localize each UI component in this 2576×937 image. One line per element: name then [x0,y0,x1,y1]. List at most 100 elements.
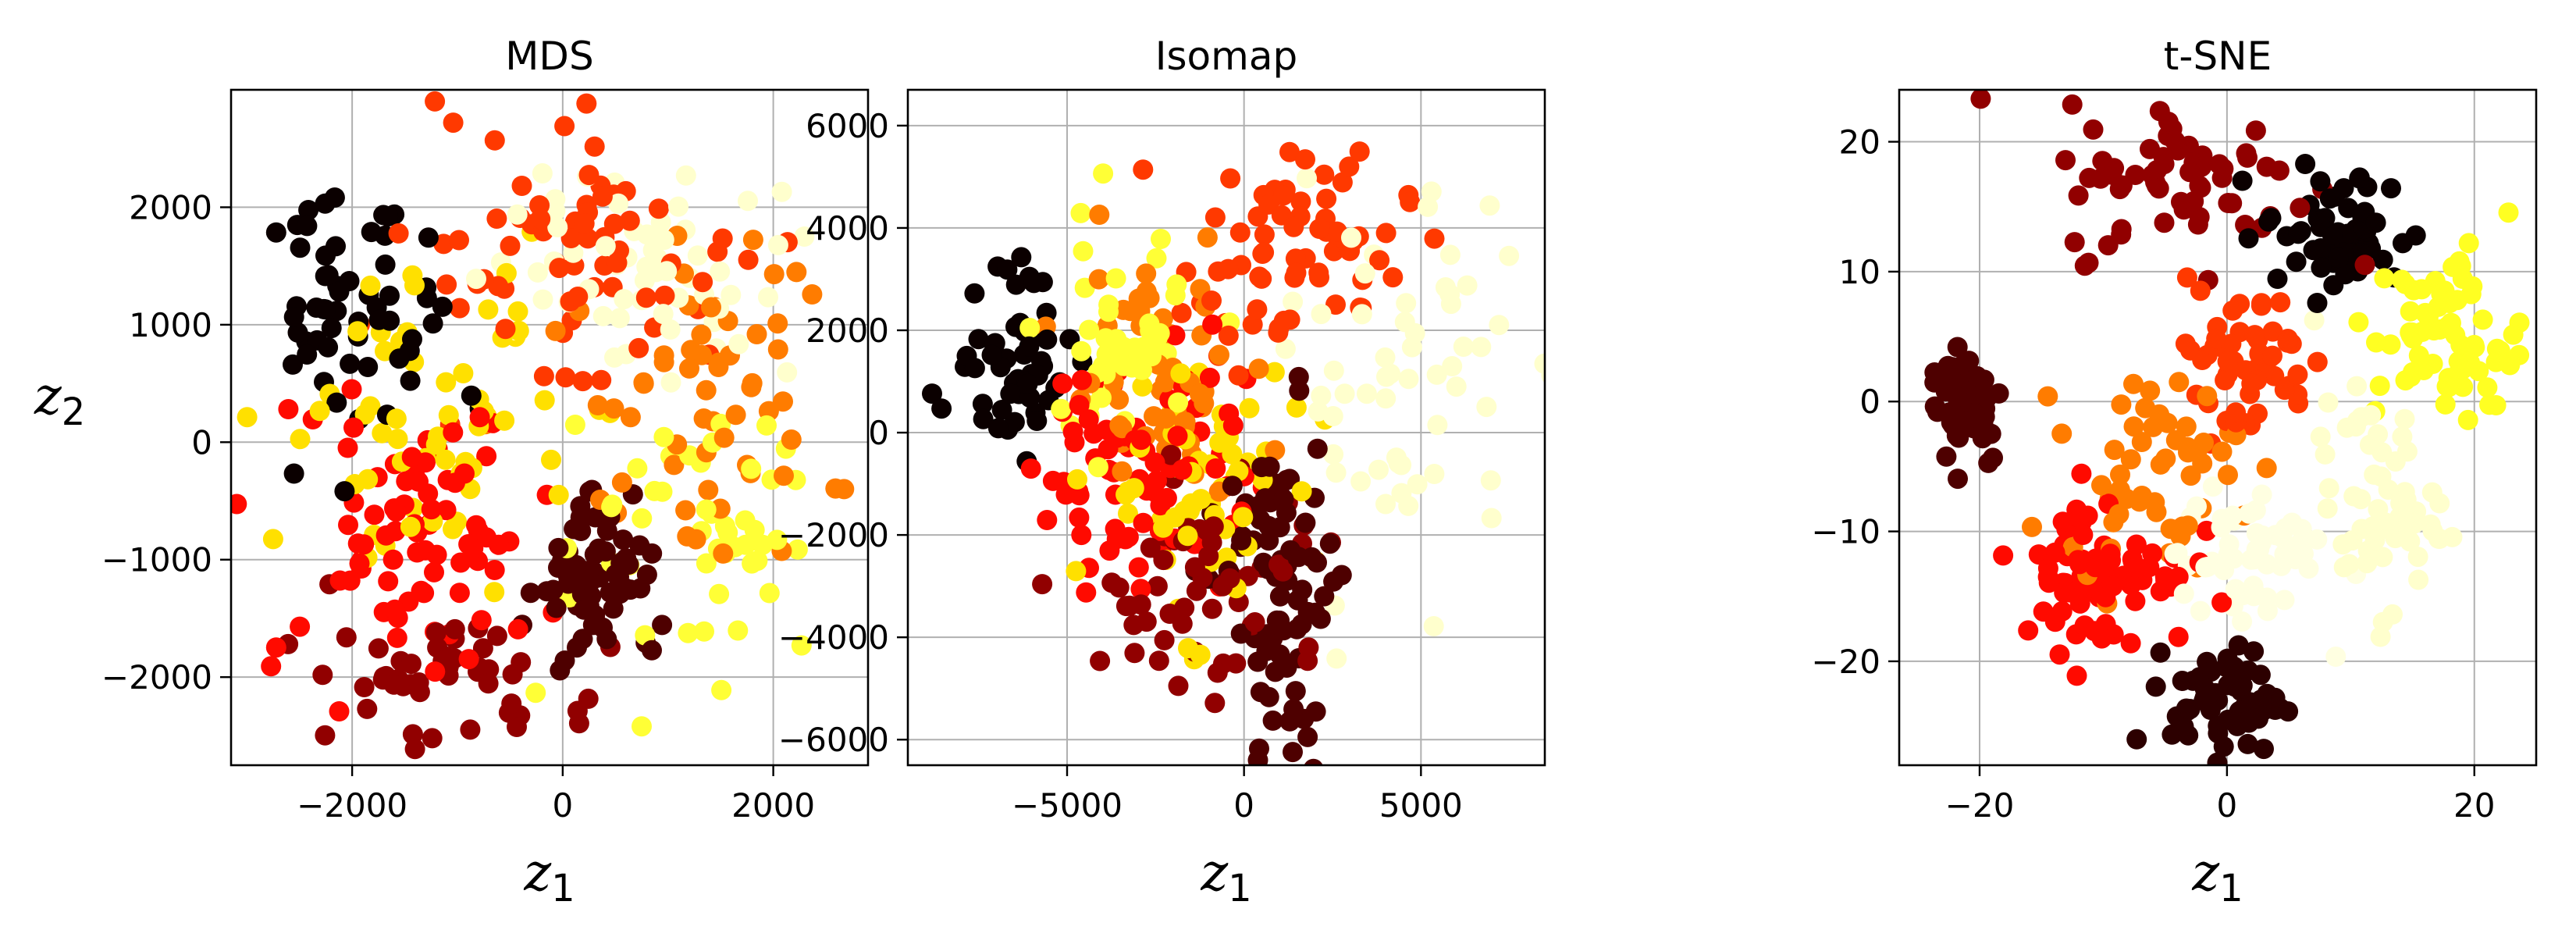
scatter-point [1140,537,1161,558]
scatter-point [443,422,464,443]
scatter-point [771,181,792,202]
scatter-point [1298,637,1319,658]
scatter-point [507,717,527,737]
scatter-point [2218,465,2238,486]
scatter-point [261,656,282,677]
scatter-point [484,582,505,603]
scatter-point [1534,353,1545,374]
scatter-point [701,297,721,318]
scatter-point [2332,534,2354,555]
scatter-point [1993,545,2014,566]
scatter-point [1311,304,1332,325]
scatter-point [2155,448,2176,469]
scatter-point [1351,304,1372,325]
scatter-point [763,264,785,285]
scatter-point [478,299,499,320]
scatter-point [2190,600,2211,622]
scatter-point [436,274,457,295]
y-tick-label: 2000 [129,188,212,226]
scatter-point [466,269,486,290]
scatter-point [2323,275,2344,296]
scatter-point [728,620,749,641]
scatter-point [318,337,339,358]
scatter-point [1133,159,1154,180]
scatter-point [2472,309,2493,330]
scatter-point [1285,248,1306,269]
scatter-point [265,222,286,243]
scatter-point [2110,464,2130,485]
scatter-point [290,429,311,450]
scatter-point [2232,675,2253,696]
scatter-point [2403,362,2423,383]
y-tick-label: −6000 [778,721,889,759]
scatter-point [378,206,399,227]
scatter-point [2228,635,2249,656]
scatter-point [1251,457,1272,478]
scatter-point [587,395,608,415]
scatter-point [567,700,588,721]
scatter-point [418,227,439,248]
scatter-point [1457,275,1478,296]
scatter-point [2244,325,2265,346]
scatter-point [375,254,396,275]
scatter-point [2477,377,2498,398]
scatter-point [340,570,361,591]
scatter-point [1326,648,1347,669]
scatter-point [511,176,532,196]
scatter-point [450,552,471,573]
scatter-point [265,637,286,658]
scatter-point [1136,263,1157,284]
scatter-point [712,228,733,249]
scatter-point [2270,292,2291,313]
scatter-point [610,553,632,574]
scatter-point [2111,394,2132,415]
scatter-point [696,553,717,574]
scatter-point [1099,540,1120,561]
scatter-point [315,193,336,214]
scatter-point [1254,242,1275,263]
scatter-point [1105,268,1126,289]
y-axis-label: z2 [34,366,85,434]
scatter-point [1202,314,1223,335]
x-tick-label: 0 [552,786,573,825]
scatter-point [2179,699,2201,719]
scatter-point [458,649,479,670]
scatter-point [1118,503,1138,524]
scatter-point [1078,409,1099,430]
scatter-point [632,716,652,737]
scatter-point [1190,489,1212,510]
scatter-point [1219,568,1240,589]
y-tick-label: −4000 [778,618,889,657]
scatter-point [1334,383,1355,404]
scatter-point [1101,572,1123,593]
scatter-point [997,259,1018,280]
scatter-point [1439,244,1461,265]
scatter-point [2369,376,2390,397]
scatter-point [2256,458,2277,479]
scatter-point [1307,552,1327,573]
scatter-point [2236,143,2257,164]
scatter-point [1258,194,1279,215]
scatter-point [1070,202,1091,223]
scatter-point [728,333,749,354]
scatter-point [534,390,555,411]
scatter-point [340,353,361,374]
scatter-point [372,422,393,444]
scatter-point [578,165,600,186]
scatter-point [2052,511,2073,533]
scatter-point [400,516,421,537]
scatter-point [1204,693,1226,714]
axes-frame [1898,88,2538,767]
scatter-point [1144,452,1165,473]
scatter-point [987,418,1009,439]
scatter-point [1199,367,1220,388]
y-tick-label: −2000 [778,516,889,554]
scatter-point [1262,710,1283,731]
scatter-point [1398,495,1419,516]
scatter-point [1272,561,1293,582]
scatter-point [2214,560,2235,581]
scatter-point [791,635,812,656]
scatter-point [466,515,486,536]
scatter-point [379,285,400,306]
scatter-point [1201,290,1222,311]
